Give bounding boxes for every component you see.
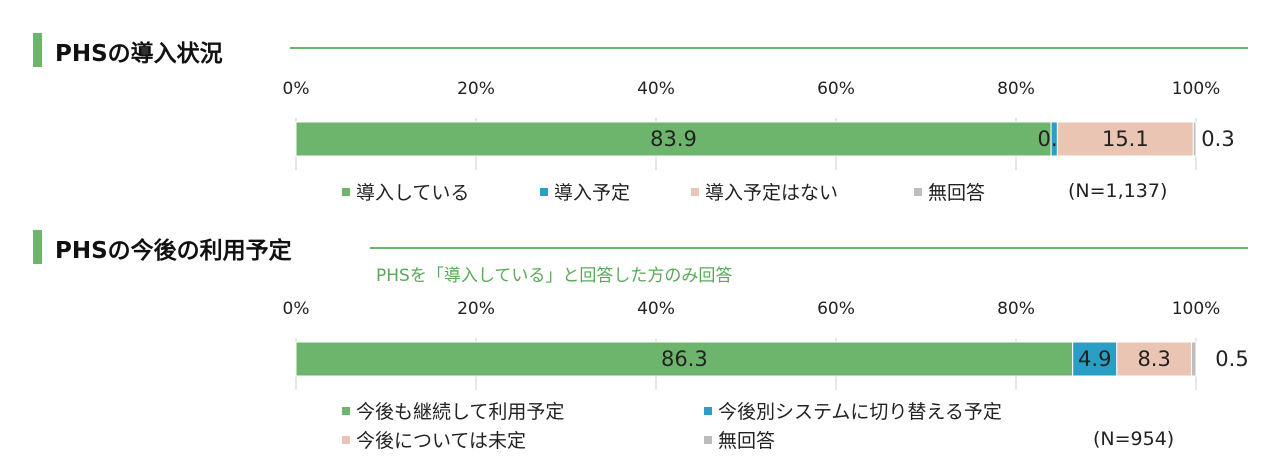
chart-2: 0% 20% 40% 60% 80% 100% 86.3 4.9 8.3 0.5 bbox=[283, 299, 1249, 390]
tick-label: 0% bbox=[283, 299, 310, 319]
tick-label: 20% bbox=[457, 299, 495, 319]
legend-label: 今後別システムに切り替える予定 bbox=[718, 401, 1002, 423]
legend-label: 今後については未定 bbox=[356, 430, 527, 452]
legend-label: 導入予定はない bbox=[705, 182, 839, 204]
legend-swatch bbox=[540, 187, 548, 196]
legend-item: 導入している bbox=[342, 178, 469, 205]
data-label: 0.3 bbox=[1201, 127, 1234, 151]
legend-item: 今後も継続して利用予定 bbox=[342, 397, 564, 424]
legend-item: 導入予定はない bbox=[691, 178, 838, 205]
data-label: 8.3 bbox=[1137, 347, 1170, 371]
legend-item: 無回答 bbox=[704, 426, 775, 453]
tick-label: 20% bbox=[457, 79, 495, 99]
section-2-title: PHSの今後の利用予定 bbox=[55, 238, 292, 264]
sample-size-label: (N=954) bbox=[1093, 428, 1175, 450]
bar-segment bbox=[295, 121, 1052, 157]
legend-label: 無回答 bbox=[928, 182, 986, 204]
legend-swatch bbox=[342, 187, 350, 196]
bar-segment bbox=[1072, 341, 1118, 377]
tick-label: 100% bbox=[1172, 79, 1221, 99]
legend-label: 導入している bbox=[356, 182, 470, 204]
section-2-marker bbox=[33, 230, 42, 264]
chart-1: 0% 20% 40% 60% 80% 100%83.9 0.7 15.1 0.3 bbox=[283, 79, 1235, 170]
bar-segment bbox=[1056, 121, 1194, 157]
section-1-marker bbox=[33, 33, 42, 67]
section-1-title: PHSの導入状況 bbox=[55, 41, 223, 67]
data-label: 0.5 bbox=[1215, 347, 1248, 371]
tick-label: 0% bbox=[283, 79, 310, 99]
sample-size-label: (N=1,137) bbox=[1068, 180, 1168, 202]
legend-swatch bbox=[691, 187, 699, 196]
legend-swatch bbox=[914, 187, 922, 196]
legend-item: 今後別システムに切り替える予定 bbox=[704, 397, 1002, 424]
tick-label: 40% bbox=[637, 79, 675, 99]
legend-swatch bbox=[704, 406, 712, 415]
bar-segment bbox=[1116, 341, 1193, 377]
legend-swatch bbox=[342, 435, 350, 444]
tick-label: 80% bbox=[997, 299, 1035, 319]
tick-label: 60% bbox=[817, 299, 855, 319]
tick-label: 80% bbox=[997, 79, 1035, 99]
data-label: 83.9 bbox=[650, 127, 697, 151]
bar-segment bbox=[1191, 341, 1197, 377]
legend-label: 無回答 bbox=[718, 430, 776, 452]
tick-label: 40% bbox=[637, 299, 675, 319]
tick-label: 100% bbox=[1172, 299, 1221, 319]
data-label: 4.9 bbox=[1078, 347, 1111, 371]
legend-item: 無回答 bbox=[914, 178, 985, 205]
data-label: 15.1 bbox=[1102, 127, 1149, 151]
section-2-rule bbox=[370, 247, 1248, 249]
legend-label: 導入予定 bbox=[554, 182, 631, 204]
section-1-rule bbox=[290, 47, 1248, 49]
bar-segment bbox=[295, 341, 1074, 377]
legend-swatch bbox=[704, 435, 712, 444]
data-label: 86.3 bbox=[661, 347, 708, 371]
legend-item: 導入予定 bbox=[540, 178, 630, 205]
legend-item: 今後については未定 bbox=[342, 426, 526, 453]
legend-swatch bbox=[342, 406, 350, 415]
legend-label: 今後も継続して利用予定 bbox=[356, 401, 565, 423]
bar-segment bbox=[1192, 121, 1197, 157]
tick-label: 60% bbox=[817, 79, 855, 99]
section-2-subtitle: PHSを「導入している」と回答した方のみ回答 bbox=[376, 266, 733, 286]
